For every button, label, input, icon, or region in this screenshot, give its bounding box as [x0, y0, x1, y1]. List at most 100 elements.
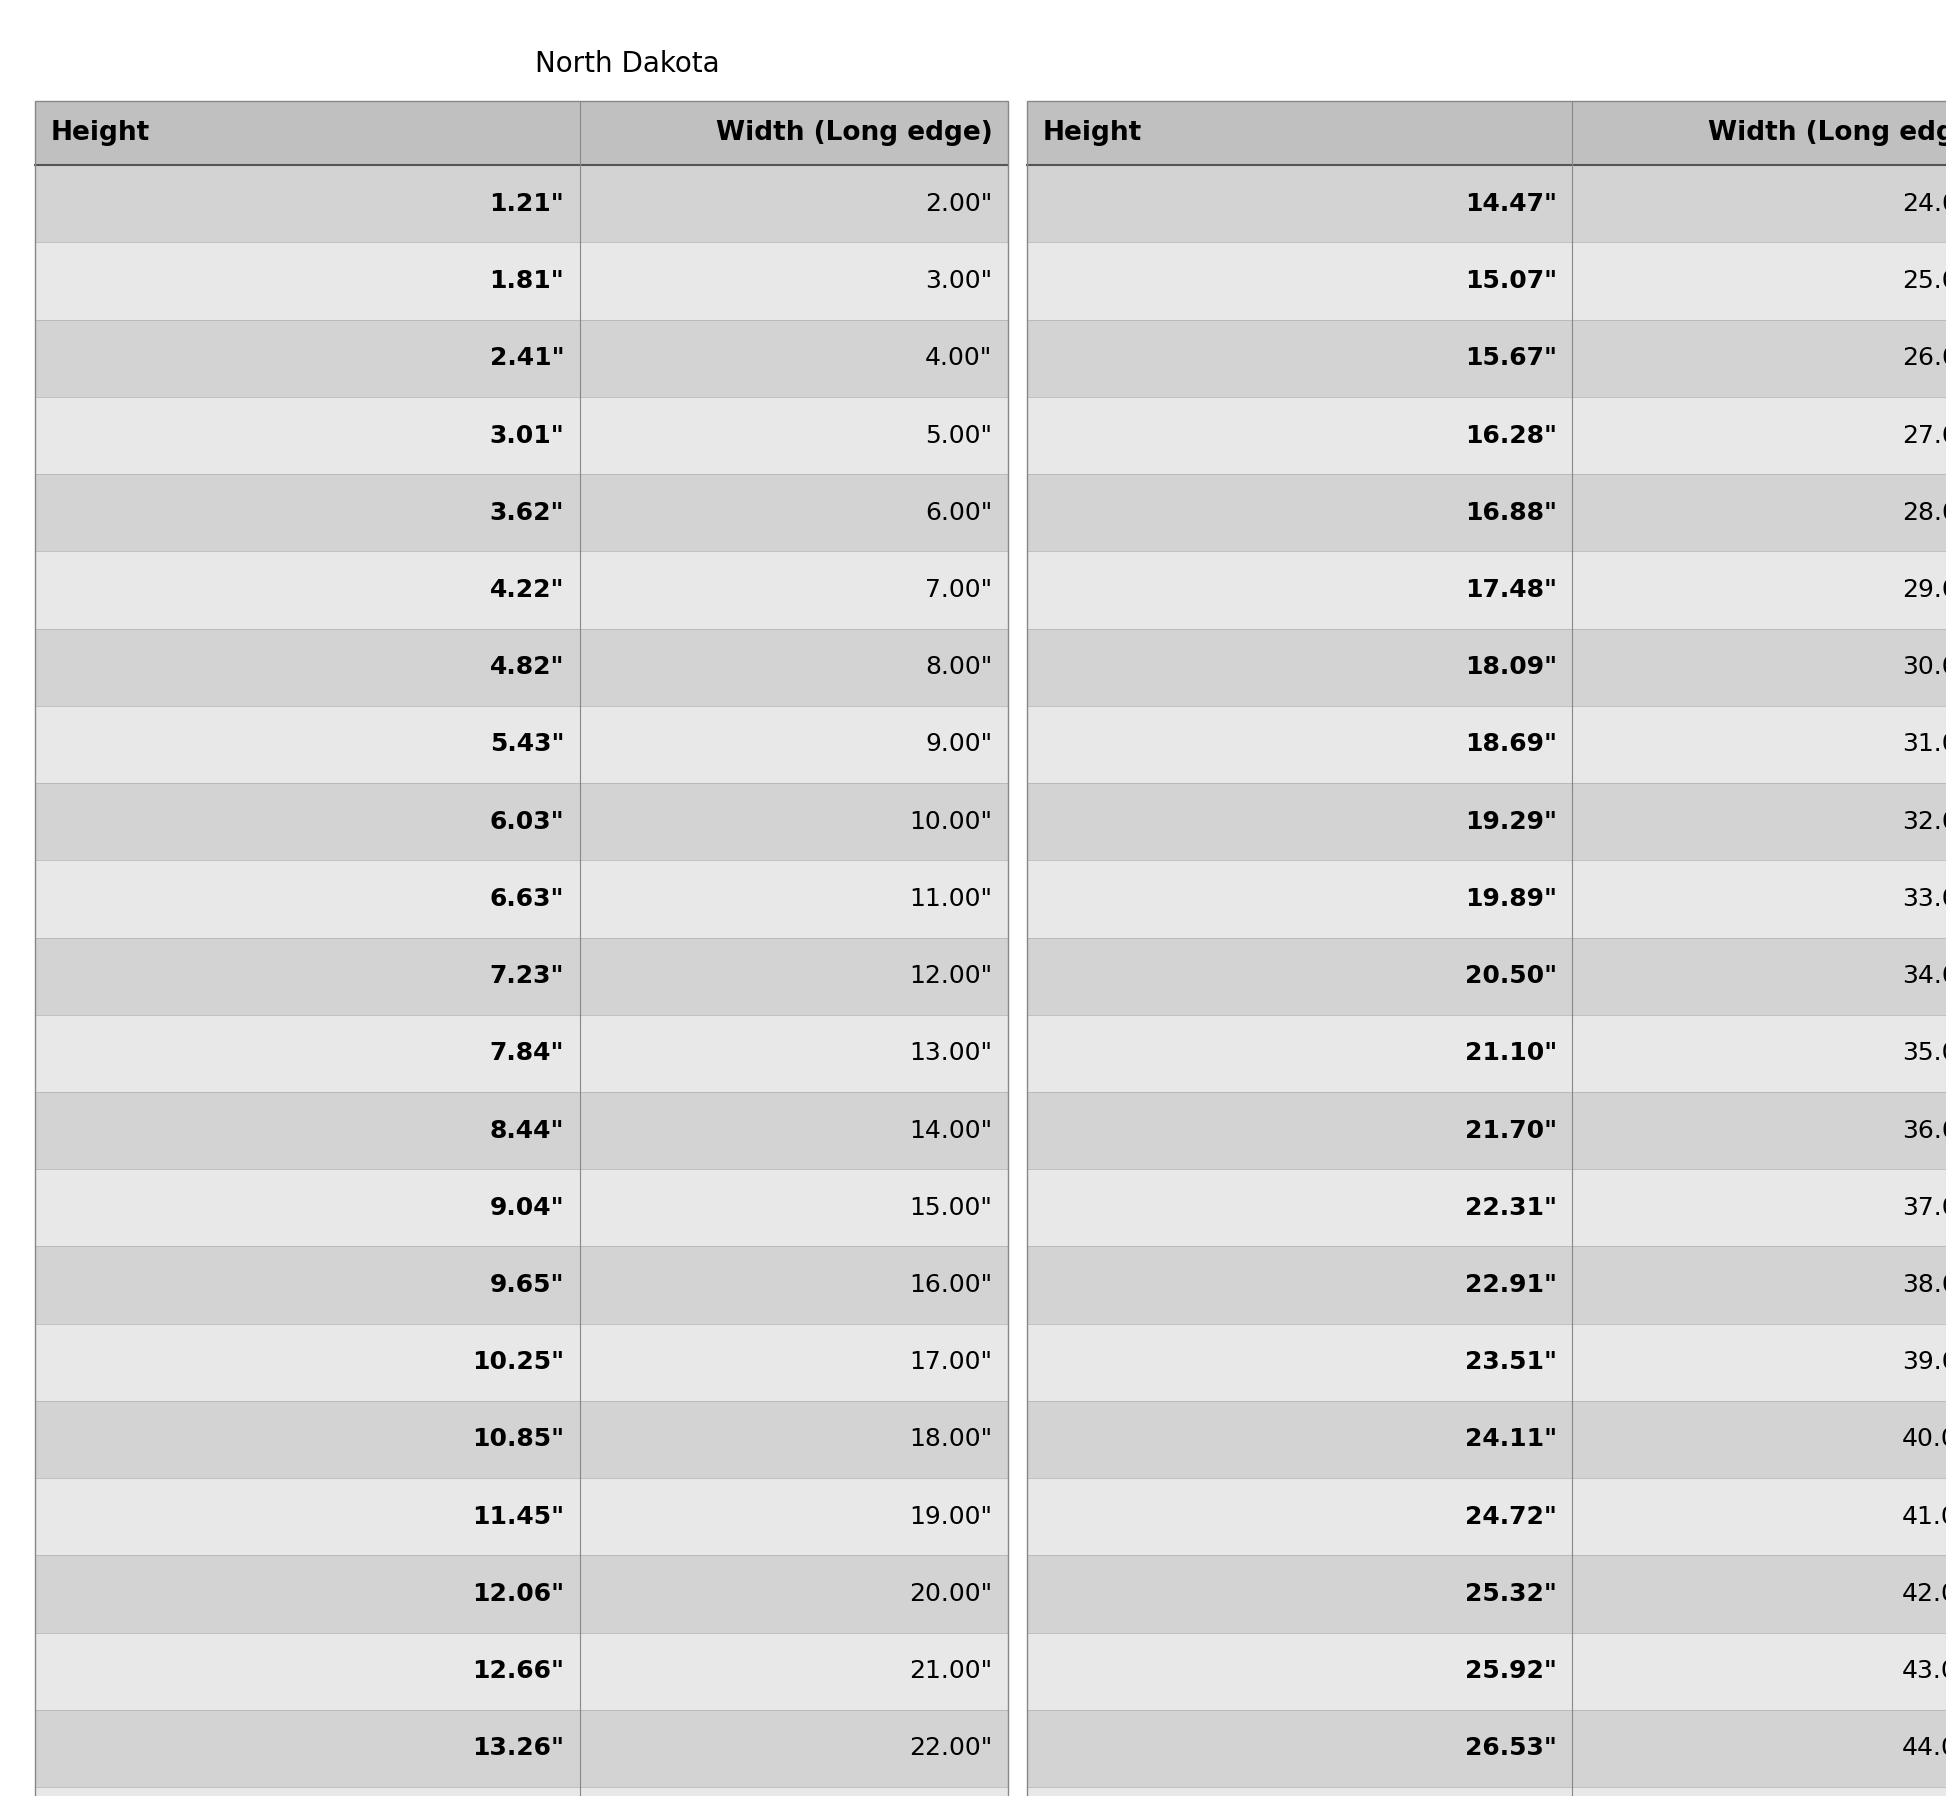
Text: 12.00": 12.00": [909, 964, 992, 988]
Text: Height: Height: [1043, 120, 1142, 145]
Text: 17.00": 17.00": [909, 1351, 992, 1374]
Text: 1.21": 1.21": [490, 192, 564, 216]
Bar: [1027, 1555, 1946, 1633]
Bar: [1027, 1015, 1946, 1092]
Text: 7.84": 7.84": [490, 1042, 564, 1065]
Text: 40.00": 40.00": [1901, 1428, 1946, 1451]
Bar: [1027, 1246, 1946, 1324]
Text: 1.81": 1.81": [490, 269, 564, 293]
Bar: [1027, 551, 1946, 629]
Text: 3.62": 3.62": [490, 501, 564, 524]
Text: 10.85": 10.85": [473, 1428, 564, 1451]
Text: 34.00": 34.00": [1901, 964, 1946, 988]
Bar: [1027, 320, 1946, 397]
Bar: [1027, 783, 1946, 860]
Bar: [1027, 101, 1946, 165]
Bar: [1027, 1401, 1946, 1478]
Text: 32.00": 32.00": [1901, 810, 1946, 833]
Text: 2.00": 2.00": [924, 192, 992, 216]
Bar: [35, 1787, 1008, 1796]
Text: 37.00": 37.00": [1901, 1196, 1946, 1219]
Bar: [35, 1092, 1008, 1169]
Bar: [1027, 397, 1946, 474]
Text: 21.00": 21.00": [909, 1660, 992, 1683]
Bar: [35, 1246, 1008, 1324]
Bar: [35, 242, 1008, 320]
Text: 17.48": 17.48": [1465, 578, 1557, 602]
Text: 28.00": 28.00": [1901, 501, 1946, 524]
Bar: [1027, 242, 1946, 320]
Text: 18.09": 18.09": [1465, 656, 1557, 679]
Text: 3.01": 3.01": [490, 424, 564, 447]
Bar: [35, 397, 1008, 474]
Bar: [35, 1324, 1008, 1401]
Bar: [35, 1555, 1008, 1633]
Text: 3.00": 3.00": [926, 269, 992, 293]
Text: 8.44": 8.44": [490, 1119, 564, 1142]
Text: 13.26": 13.26": [473, 1737, 564, 1760]
Text: 11.00": 11.00": [909, 887, 992, 911]
Text: 5.43": 5.43": [490, 733, 564, 756]
Text: 4.00": 4.00": [924, 347, 992, 370]
Bar: [35, 706, 1008, 783]
Text: 20.50": 20.50": [1465, 964, 1557, 988]
Text: 4.82": 4.82": [490, 656, 564, 679]
Bar: [1027, 938, 1946, 1015]
Text: 15.67": 15.67": [1465, 347, 1557, 370]
Text: 22.00": 22.00": [909, 1737, 992, 1760]
Text: 6.00": 6.00": [924, 501, 992, 524]
Bar: [1027, 706, 1946, 783]
Text: 10.25": 10.25": [473, 1351, 564, 1374]
Text: 12.06": 12.06": [473, 1582, 564, 1606]
Bar: [35, 474, 1008, 551]
Bar: [35, 1710, 1008, 1787]
Bar: [35, 101, 1008, 1796]
Bar: [35, 165, 1008, 242]
Text: 26.00": 26.00": [1901, 347, 1946, 370]
Bar: [1027, 1478, 1946, 1555]
Text: 25.00": 25.00": [1901, 269, 1946, 293]
Bar: [35, 1169, 1008, 1246]
Bar: [1027, 165, 1946, 242]
Text: 6.63": 6.63": [490, 887, 564, 911]
Text: 21.70": 21.70": [1465, 1119, 1557, 1142]
Text: 5.00": 5.00": [926, 424, 992, 447]
Bar: [1027, 474, 1946, 551]
Text: 18.69": 18.69": [1465, 733, 1557, 756]
Bar: [1027, 1633, 1946, 1710]
Text: 15.00": 15.00": [909, 1196, 992, 1219]
Bar: [1027, 1787, 1946, 1796]
Bar: [35, 1401, 1008, 1478]
Text: 25.92": 25.92": [1465, 1660, 1557, 1683]
Text: 6.03": 6.03": [490, 810, 564, 833]
Text: 26.53": 26.53": [1465, 1737, 1557, 1760]
Text: 21.10": 21.10": [1465, 1042, 1557, 1065]
Text: 39.00": 39.00": [1901, 1351, 1946, 1374]
Text: 19.29": 19.29": [1465, 810, 1557, 833]
Text: 42.00": 42.00": [1901, 1582, 1946, 1606]
Text: 4.22": 4.22": [490, 578, 564, 602]
Bar: [35, 1015, 1008, 1092]
Text: 16.28": 16.28": [1465, 424, 1557, 447]
Text: 44.00": 44.00": [1901, 1737, 1946, 1760]
Text: 43.00": 43.00": [1901, 1660, 1946, 1683]
Text: 19.00": 19.00": [909, 1505, 992, 1528]
Text: 15.07": 15.07": [1465, 269, 1557, 293]
Bar: [35, 320, 1008, 397]
Text: 7.00": 7.00": [926, 578, 992, 602]
Bar: [35, 101, 1008, 165]
Bar: [35, 551, 1008, 629]
Bar: [35, 629, 1008, 706]
Bar: [1027, 1169, 1946, 1246]
Text: 18.00": 18.00": [909, 1428, 992, 1451]
Text: 11.45": 11.45": [473, 1505, 564, 1528]
Text: North Dakota: North Dakota: [535, 50, 720, 79]
Text: 38.00": 38.00": [1901, 1273, 1946, 1297]
Text: 20.00": 20.00": [909, 1582, 992, 1606]
Bar: [35, 783, 1008, 860]
Text: Width (Long edge): Width (Long edge): [716, 120, 992, 145]
Bar: [35, 860, 1008, 938]
Text: 2.41": 2.41": [490, 347, 564, 370]
Text: Height: Height: [51, 120, 150, 145]
Text: 9.00": 9.00": [926, 733, 992, 756]
